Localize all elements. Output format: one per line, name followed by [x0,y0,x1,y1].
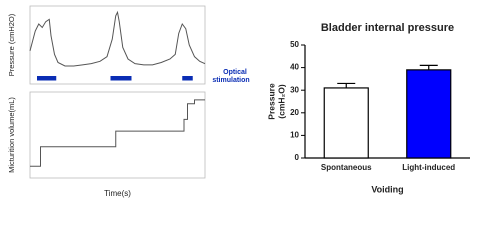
x-axis-label: Voiding [371,184,403,194]
y-axis-label: Pressure (cmH2O) [7,13,16,76]
trace [30,99,205,167]
bar [406,69,452,159]
annotation: Optical [223,69,247,76]
y-tick-label: 10 [290,131,299,140]
y-axis-label: Micturition volume(mL) [7,97,16,173]
y-tick-label: 40 [290,63,299,72]
plot-frame [29,5,206,85]
chart-title: Bladder internal pressure [321,22,454,34]
stimulation-bar [37,76,57,81]
plot-frame [29,91,206,179]
y-tick-label: 30 [290,85,299,94]
stimulation-bar [182,76,193,81]
y-tick-label: 0 [295,153,300,162]
y-axis-label: (cmH₂O) [276,84,286,119]
y-tick-label: 20 [290,108,299,117]
stimulation-bar [110,76,132,81]
x-axis-label: Time(s) [104,189,131,198]
y-tick-label: 50 [290,40,299,49]
annotation: stimulation [212,77,249,84]
y-axis-label: Pressure [266,83,276,120]
trace [29,10,206,67]
x-tick-label: Light-induced [402,163,455,172]
x-tick-label: Spontaneous [321,163,372,172]
bar [323,87,369,159]
